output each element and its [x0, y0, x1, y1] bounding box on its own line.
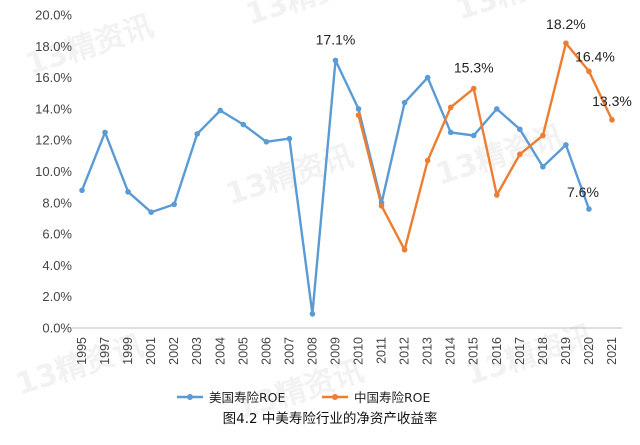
data-point-1 [424, 157, 431, 164]
x-tick-label: 2007 [282, 337, 296, 365]
x-tick-label: 1997 [98, 337, 112, 365]
data-point-0 [493, 106, 500, 112]
x-tick-label: 2002 [167, 337, 181, 365]
data-label: 15.3% [454, 60, 494, 76]
data-label: 13.3% [592, 93, 632, 109]
series-lines [80, 42, 614, 316]
data-point-0 [286, 135, 293, 142]
x-tick-label: 2010 [352, 337, 366, 365]
data-point-1 [493, 192, 500, 198]
x-tick-label: 1999 [121, 337, 135, 365]
data-label: 16.4% [575, 48, 615, 64]
data-point-0 [332, 57, 339, 64]
data-point-0 [447, 129, 454, 136]
x-tick-label: 2005 [236, 337, 250, 365]
watermark-text: 13精资讯 [432, 119, 568, 193]
data-point-0 [194, 131, 201, 137]
data-point-0 [517, 126, 523, 133]
x-tick-label: 2017 [513, 337, 527, 365]
data-point-1 [517, 151, 523, 158]
data-point-0 [217, 107, 224, 114]
x-tick-label: 2019 [559, 337, 573, 365]
x-tick-label: 2021 [605, 337, 619, 365]
data-point-1 [401, 246, 408, 253]
x-tick-label: 1995 [75, 337, 89, 365]
x-tick-label: 2006 [259, 337, 273, 365]
legend-swatch-marker [332, 394, 338, 400]
data-point-1 [447, 104, 454, 111]
series-points [79, 40, 615, 317]
data-point-0 [125, 189, 131, 195]
watermark-text: 13精资讯 [242, 0, 378, 33]
x-tick-label: 2008 [305, 337, 319, 365]
y-axis: 0.0% 2.0% 4.0% 6.0% 8.0% 10.0% 12.0% 14.0% 16.0%… [35, 8, 72, 336]
legend-label: 美国寿险ROE [209, 390, 286, 405]
x-tick-label: 2015 [467, 337, 481, 365]
legend-label: 中国寿险ROE [354, 390, 431, 405]
x-tick-label: 2003 [190, 337, 204, 365]
watermark-text: 13精资讯 [462, 319, 598, 393]
y-tick-label: 10.0% [35, 164, 72, 179]
x-axis: 1995 1997 1999 2001 2002 2003 2004 2005 2006 2007… [75, 337, 619, 365]
x-tick-label: 2004 [213, 337, 227, 365]
data-point-0 [171, 201, 177, 208]
data-point-1 [355, 112, 362, 118]
data-label: 17.1% [316, 31, 356, 47]
x-tick-label: 2012 [398, 337, 412, 365]
x-tick-label: 2020 [582, 337, 596, 365]
data-point-1 [563, 40, 569, 46]
data-point-0 [470, 132, 477, 139]
data-point-0 [401, 99, 408, 106]
x-tick-label: 2013 [421, 337, 435, 365]
data-point-0 [240, 121, 247, 128]
data-point-0 [540, 164, 546, 170]
y-tick-label: 6.0% [42, 227, 72, 242]
y-tick-label: 4.0% [42, 258, 72, 273]
x-tick-label: 2016 [490, 337, 504, 365]
data-point-1 [378, 203, 385, 209]
x-tick-label: 2001 [144, 337, 158, 365]
data-labels: 17.1% 15.3% 18.2% 16.4% 13.3% 7.6% [316, 16, 632, 200]
data-label: 18.2% [546, 16, 586, 32]
data-point-1 [586, 68, 592, 75]
series-line-1 [357, 42, 614, 251]
data-point-0 [79, 187, 85, 194]
series-line-0 [80, 59, 591, 316]
y-tick-label: 20.0% [35, 8, 72, 23]
data-point-1 [609, 117, 615, 123]
data-point-0 [563, 142, 569, 148]
y-tick-label: 2.0% [42, 289, 72, 304]
data-point-0 [355, 106, 362, 112]
data-point-0 [424, 74, 431, 81]
data-point-1 [540, 132, 546, 139]
data-point-0 [102, 129, 108, 136]
y-tick-label: 12.0% [35, 133, 72, 148]
legend: 美国寿险ROE 中国寿险ROE [177, 390, 431, 405]
y-tick-label: 14.0% [35, 101, 72, 116]
x-tick-label: 2011 [375, 337, 389, 364]
legend-swatch-marker [187, 394, 193, 400]
y-tick-label: 0.0% [42, 321, 72, 336]
figure-caption: 图4.2 中美寿险行业的净资产收益率 [223, 410, 438, 427]
data-point-0 [148, 209, 154, 215]
data-point-1 [470, 85, 477, 92]
data-label: 7.6% [567, 184, 599, 200]
data-point-0 [309, 311, 316, 317]
x-tick-label: 2009 [328, 337, 342, 365]
y-tick-label: 18.0% [35, 39, 72, 54]
data-point-0 [263, 138, 270, 145]
y-tick-label: 16.0% [35, 70, 72, 85]
data-point-0 [586, 206, 592, 212]
x-tick-label: 2018 [536, 337, 550, 365]
x-tick-label: 2014 [444, 337, 458, 365]
y-tick-label: 8.0% [42, 195, 72, 210]
